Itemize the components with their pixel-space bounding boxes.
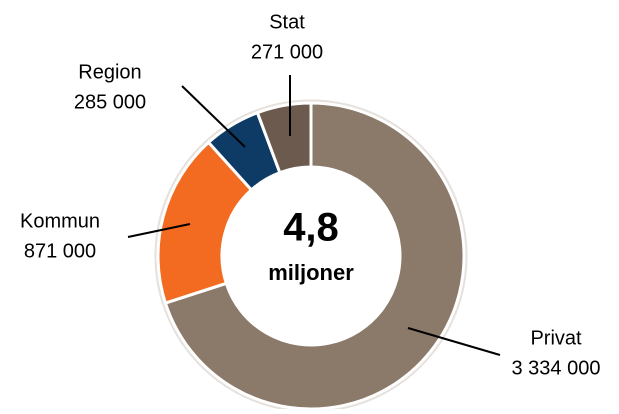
center-value: 4,8	[283, 206, 339, 250]
leader-lines	[127, 75, 501, 356]
value-label: 285 000	[74, 91, 146, 113]
value-label: 3 334 000	[512, 357, 601, 379]
value-label: 871 000	[24, 240, 96, 262]
slice-label: Kommun	[20, 210, 100, 232]
slice-label: Stat	[269, 11, 305, 33]
slice-label: Region	[78, 61, 141, 83]
leader-line	[181, 85, 246, 148]
slices	[154, 99, 468, 413]
slice	[163, 101, 466, 411]
slice-label: Privat	[530, 327, 582, 349]
leader-line	[127, 223, 191, 238]
slice	[255, 101, 313, 175]
center-unit: miljoner	[268, 260, 354, 285]
value-label: 271 000	[251, 41, 323, 63]
leader-line	[407, 327, 501, 356]
